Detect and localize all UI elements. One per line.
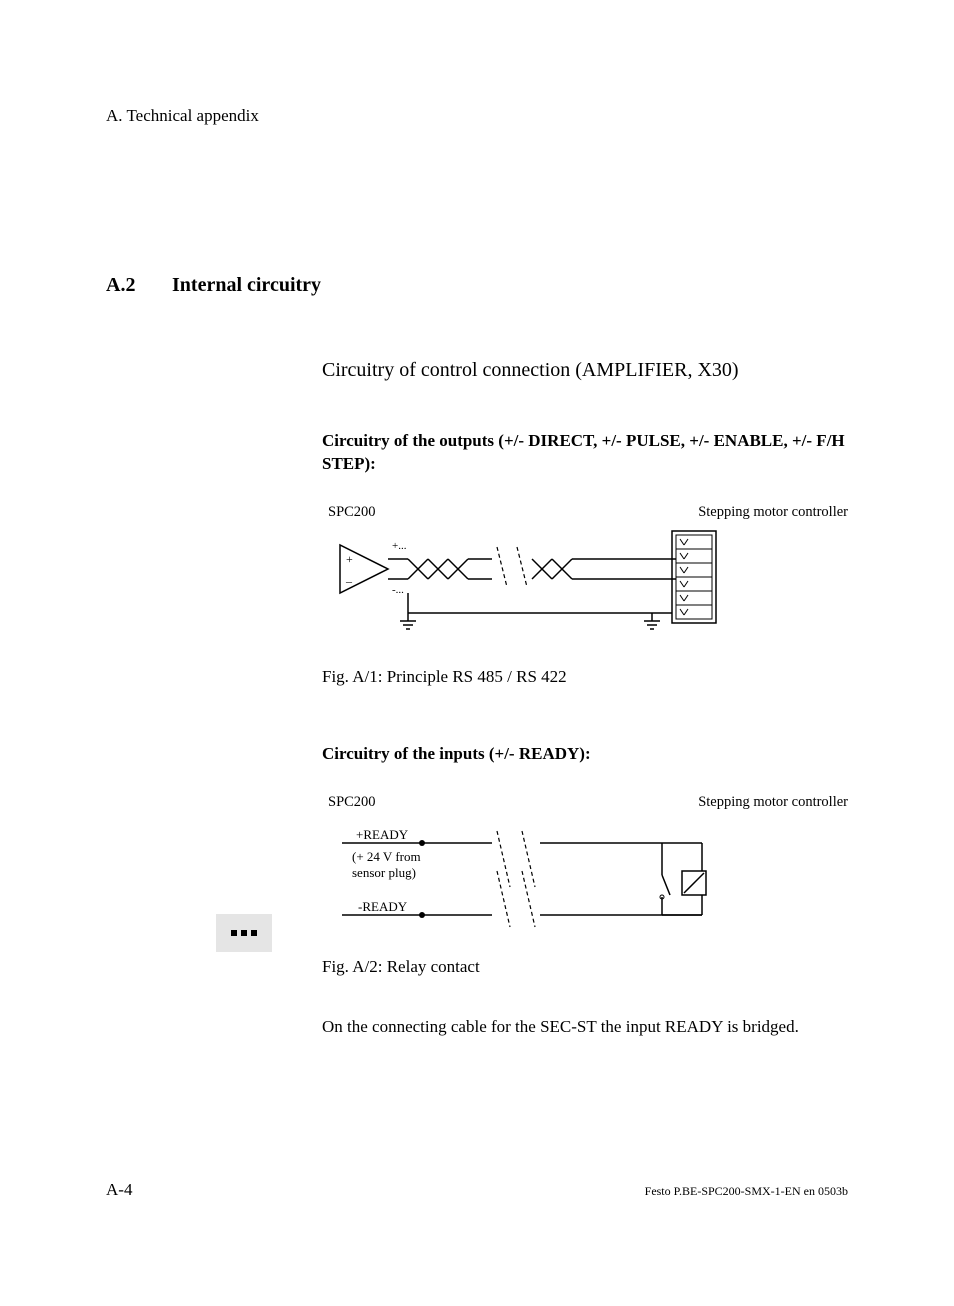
section-number: A.2 xyxy=(106,274,144,297)
diag2-plus-ready: +READY xyxy=(356,827,409,842)
diagram1-labels: SPC200 Stepping motor controller xyxy=(322,504,848,521)
page-header: A. Technical appendix xyxy=(106,106,848,126)
diag2-note1: (+ 24 V from xyxy=(352,849,421,864)
diag2-note2: sensor plug) xyxy=(352,865,416,880)
section-heading: A.2 Internal circuitry xyxy=(106,274,848,297)
diag1-right-label: Stepping motor controller xyxy=(698,504,848,521)
diagram-1: + – +... -... xyxy=(322,527,848,647)
section-title: Internal circuitry xyxy=(172,274,321,297)
page-number: A-4 xyxy=(106,1180,132,1200)
figure-2-caption: Fig. A/2: Relay contact xyxy=(322,957,848,977)
body-paragraph: On the connecting cable for the SEC-ST t… xyxy=(322,1015,848,1039)
margin-note-icon xyxy=(216,914,272,952)
diag1-minus-dots: -... xyxy=(392,584,404,596)
page-footer: A-4 Festo P.BE-SPC200-SMX-1-EN en 0503b xyxy=(106,1180,848,1200)
footer-doc-id: Festo P.BE-SPC200-SMX-1-EN en 0503b xyxy=(645,1184,848,1199)
diag2-left-label: SPC200 xyxy=(328,794,376,811)
diag1-plus-dots: +... xyxy=(392,540,407,552)
diag2-minus-ready: -READY xyxy=(358,899,408,914)
diag1-minus: – xyxy=(345,574,353,588)
diag1-left-label: SPC200 xyxy=(328,504,376,521)
diagram2-labels: SPC200 Stepping motor controller xyxy=(322,794,848,811)
intro-text: Circuitry of control connection (AMPLIFI… xyxy=(322,359,848,382)
diag2-right-label: Stepping motor controller xyxy=(698,794,848,811)
figure-1-caption: Fig. A/1: Principle RS 485 / RS 422 xyxy=(322,667,848,687)
outputs-heading: Circuitry of the outputs (+/- DIRECT, +/… xyxy=(322,430,848,476)
inputs-heading: Circuitry of the inputs (+/- READY): xyxy=(322,743,848,766)
diagram-2: +READY -READY (+ 24 V from sensor plug) xyxy=(322,817,848,937)
diag1-plus: + xyxy=(346,552,353,566)
